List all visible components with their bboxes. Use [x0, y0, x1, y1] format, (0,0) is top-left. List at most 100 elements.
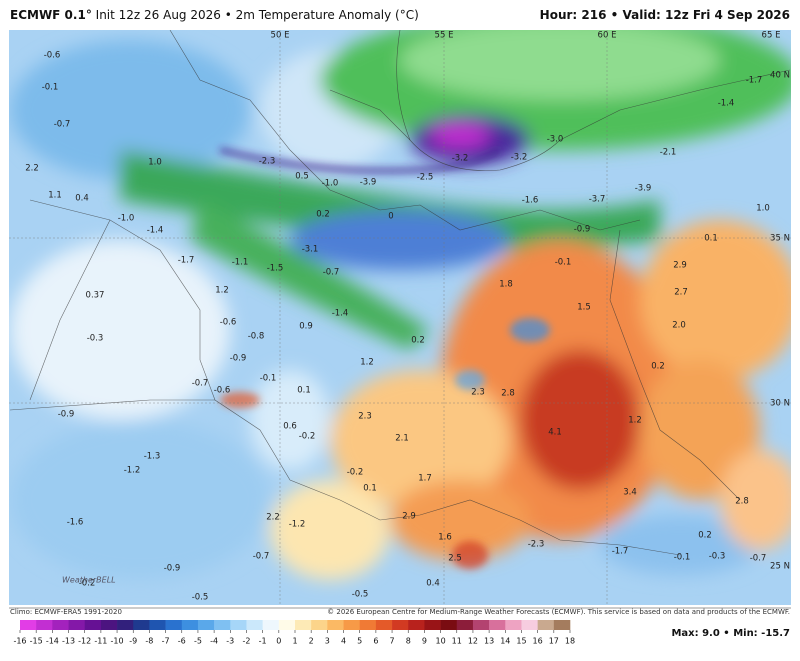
colorbar-swatch [505, 620, 522, 630]
anomaly-label: -0.2 [347, 468, 364, 478]
anomaly-label: 2.2 [266, 513, 280, 523]
sep: • [611, 8, 619, 22]
anomaly-label: -0.1 [42, 83, 59, 93]
anomaly-label: -0.3 [87, 334, 104, 344]
colorbar-label: 17 [549, 637, 559, 646]
colorbar-label: 16 [533, 637, 543, 646]
colorbar-swatch [456, 620, 474, 630]
anomaly-label: -3.2 [511, 153, 528, 163]
colorbar-swatch [52, 620, 69, 630]
detail [219, 147, 550, 569]
anomaly-label: 1.2 [360, 358, 374, 368]
max: Max: 9.0 [671, 628, 719, 639]
anomaly-label: -0.8 [248, 332, 265, 342]
colorbar-label: 13 [484, 637, 494, 646]
grid-label: 60 E [598, 31, 617, 41]
grid-label: 65 E [762, 31, 781, 41]
init: Init 12z 26 Aug 2026 [96, 8, 221, 22]
colorbar-label: -14 [46, 637, 59, 646]
grid-label: 55 E [435, 31, 454, 41]
colorbar-label: -9 [129, 637, 137, 646]
anomaly-label: -1.7 [746, 76, 763, 86]
colorbar-label: 15 [516, 637, 526, 646]
colorbar-swatch [359, 620, 377, 630]
colorbar-swatch [197, 620, 215, 630]
anomaly-label: -3.9 [360, 178, 377, 188]
colorbar-swatch [343, 620, 361, 630]
colorbar-swatch [165, 620, 183, 630]
valid: Valid: 12z Fri 4 Sep 2026 [623, 8, 791, 22]
anomaly-label: -0.1 [260, 374, 277, 384]
anomaly-label: 1.6 [438, 533, 452, 543]
colorbar-swatch [375, 620, 393, 630]
anomaly-label: -0.6 [44, 51, 61, 61]
anomaly-label: -1.5 [267, 264, 284, 274]
anomaly-label: -2.3 [259, 157, 276, 167]
anomaly-label: -1.2 [289, 520, 306, 530]
colorbar-label: 12 [468, 637, 478, 646]
anomaly-label: -1.4 [332, 309, 349, 319]
anomaly-label: 1.0 [148, 158, 162, 168]
anomaly-label: -2.1 [660, 148, 677, 158]
anomaly-label: -3.9 [635, 184, 652, 194]
colorbar-swatch [472, 620, 490, 630]
colorbar-label: 3 [325, 637, 330, 646]
climo: Climo: ECMWF-ERA5 1991-2020 [10, 608, 122, 616]
anomaly-label: 0.2 [698, 531, 712, 541]
anomaly-label: -0.9 [230, 354, 247, 364]
anomaly-label: -3.0 [547, 135, 564, 145]
anomaly-label: -0.6 [214, 386, 231, 396]
anomaly-label: 2.8 [501, 389, 515, 399]
colorbar-swatch [440, 620, 458, 630]
anomaly-label: -0.7 [192, 379, 209, 389]
anomaly-label: -0.9 [164, 564, 181, 574]
colorbar-label: 10 [435, 637, 445, 646]
colorbar-swatch [100, 620, 118, 630]
colorbar-label: -3 [226, 637, 234, 646]
anomaly-label: -0.7 [750, 554, 767, 564]
anomaly-label: -1.7 [612, 547, 629, 557]
anomaly-label: 0 [388, 212, 393, 222]
colorbar-swatch [262, 620, 280, 630]
anomaly-label: 0.2 [316, 210, 330, 220]
colorbar-label: -8 [145, 637, 153, 646]
colorbar-label: -15 [30, 637, 43, 646]
anomaly-label: 2.1 [395, 434, 409, 444]
colorbar-label: 11 [452, 637, 462, 646]
colorbar-swatch [214, 620, 231, 630]
anomaly-label: -1.4 [147, 226, 164, 236]
anomaly-label: -1.6 [522, 196, 539, 206]
anomaly-label: -3.1 [302, 245, 319, 255]
anomaly-label: 0.9 [299, 322, 313, 332]
anomaly-label: 0.4 [75, 194, 89, 204]
anomaly-label: -0.5 [192, 593, 209, 603]
colorbar-swatch [278, 620, 296, 630]
anomaly-label: -0.5 [352, 590, 369, 600]
colorbar-label: 7 [390, 637, 395, 646]
colorbar-swatch [392, 620, 409, 630]
colorbar-label: 6 [373, 637, 378, 646]
anomaly-label: -0.1 [555, 258, 572, 268]
anomaly-label: -1.3 [144, 452, 161, 462]
anomaly-label: 2.9 [402, 512, 416, 522]
anomaly-label: -0.9 [58, 410, 75, 420]
colorbar-label: 2 [309, 637, 314, 646]
anomaly-label: 0.4 [426, 579, 440, 589]
anomaly-label: -1.0 [322, 179, 339, 189]
hour: Hour: 216 [540, 8, 607, 22]
anomaly-label: 2.5 [448, 554, 462, 564]
field: 2m Temperature Anomaly (°C) [236, 8, 419, 22]
grid-label: 30 N [770, 399, 790, 409]
anomaly-label: 2.8 [735, 497, 749, 507]
colorbar-label: 0 [276, 637, 281, 646]
grid-label: 50 E [271, 31, 290, 41]
colorbar-swatch [424, 620, 441, 630]
colorbar-swatch [181, 620, 199, 630]
anomaly-label: 1.1 [48, 191, 62, 201]
anomaly-label: 0.1 [704, 234, 718, 244]
colorbar-swatch [117, 620, 134, 630]
logo: WeatherBELL [62, 576, 116, 585]
map [9, 30, 791, 605]
anomaly-label: 1.2 [628, 416, 642, 426]
colorbar-label: 4 [341, 637, 346, 646]
